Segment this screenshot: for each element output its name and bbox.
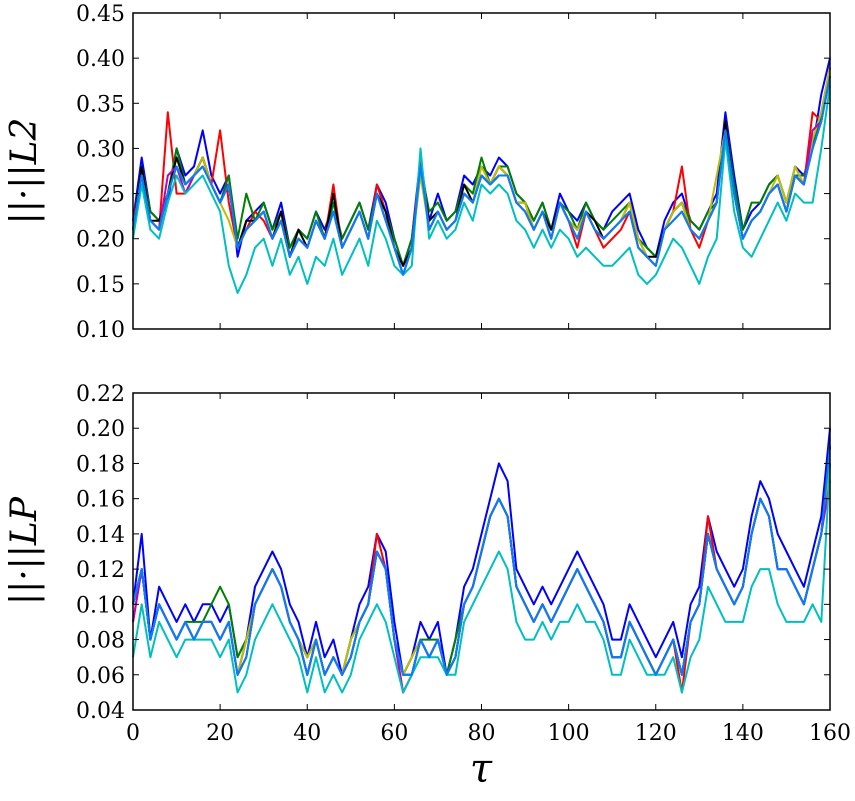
series-line-7 (132, 463, 831, 694)
x-tick-label: 160 (809, 721, 851, 746)
bottom-x-ticks: 0 20 40 60 80 100 120 140 160 (126, 393, 851, 746)
top-panel: 0.10 0.15 0.20 0.25 0.30 0.35 0.40 0.45 ||·||L2 (4, 2, 831, 343)
y-tick-label: 0.20 (76, 417, 125, 442)
y-tick-label: 0.22 (76, 382, 125, 407)
y-tick-label: 0.08 (76, 629, 125, 654)
y-tick-label: 0.16 (76, 488, 125, 513)
series-line-4 (132, 445, 831, 676)
y-tick-label: 0.04 (76, 699, 125, 724)
x-tick-label: 40 (293, 721, 321, 746)
bottom-y-axis-label: ||·||LP (4, 496, 45, 605)
series-line-3 (132, 445, 831, 676)
series-line-7 (132, 85, 831, 294)
y-tick-label: 0.10 (76, 593, 125, 618)
x-tick-label: 20 (206, 721, 234, 746)
y-tick-label: 0.35 (76, 92, 125, 117)
y-tick-label: 0.25 (76, 183, 125, 208)
bottom-y-ticks: 0.04 0.06 0.08 0.10 0.12 0.14 0.16 0.18 0.20 0.22 (76, 382, 830, 724)
y-tick-label: 0.45 (76, 2, 125, 27)
series-line-3 (132, 67, 831, 267)
y-tick-label: 0.20 (76, 228, 125, 253)
x-tick-label: 140 (722, 721, 764, 746)
y-tick-label: 0.06 (76, 664, 125, 689)
x-tick-label: 80 (468, 721, 496, 746)
y-tick-label: 0.10 (76, 318, 125, 343)
bottom-x-axis-label: τ (470, 746, 493, 792)
bottom-panel: 0.04 0.06 0.08 0.10 0.12 0.14 0.16 0.18 0.20 0.22… (4, 382, 851, 792)
y-tick-label: 0.14 (76, 523, 125, 548)
top-y-ticks: 0.10 0.15 0.20 0.25 0.30 0.35 0.40 0.45 (76, 2, 831, 343)
x-tick-label: 0 (126, 721, 140, 746)
top-y-axis-label: ||·||L2 (4, 118, 45, 225)
series-line-8 (132, 76, 831, 276)
series-line-1 (132, 428, 831, 676)
x-tick-label: 100 (548, 721, 590, 746)
x-tick-label: 120 (635, 721, 677, 746)
series-line-8 (132, 445, 831, 676)
y-tick-label: 0.15 (76, 273, 125, 298)
top-plot-frame (132, 12, 831, 330)
y-tick-label: 0.18 (76, 452, 125, 477)
y-tick-label: 0.40 (76, 47, 125, 72)
top-series-group (132, 57, 831, 294)
y-tick-label: 0.30 (76, 137, 125, 162)
bottom-plot-frame (132, 392, 831, 711)
y-tick-label: 0.12 (76, 558, 125, 583)
bottom-series-group (132, 428, 831, 694)
x-tick-label: 60 (380, 721, 408, 746)
